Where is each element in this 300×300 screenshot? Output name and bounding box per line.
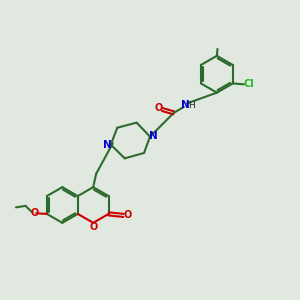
Text: N: N [103,140,111,150]
Text: O: O [154,103,162,113]
Text: N: N [149,131,158,141]
Text: H: H [188,101,195,110]
Text: N: N [181,100,190,110]
Text: O: O [123,210,131,220]
Text: Cl: Cl [244,79,254,89]
Text: O: O [89,222,98,232]
Text: O: O [30,208,38,218]
